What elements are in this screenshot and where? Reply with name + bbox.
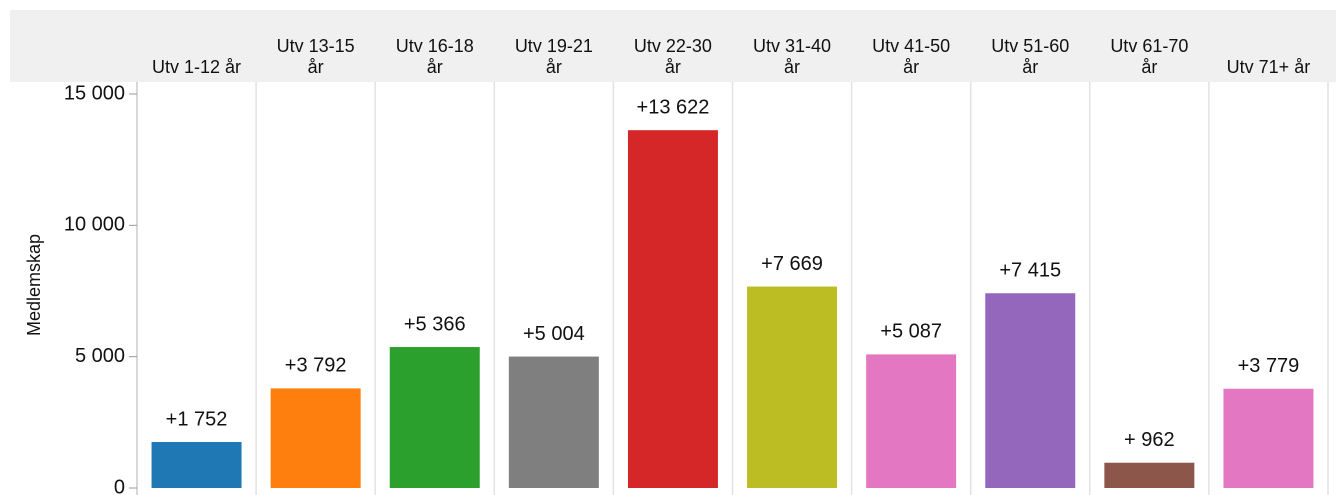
category-label: Utv 13-15 år bbox=[276, 36, 355, 77]
data-label: + 962 bbox=[1124, 429, 1175, 451]
y-tick-label: 0 bbox=[114, 476, 125, 495]
x-category-header: Utv 22-30 år bbox=[613, 10, 732, 78]
y-tick-label: 5 000 bbox=[75, 345, 125, 367]
category-label: Utv 51-60 år bbox=[991, 36, 1070, 77]
y-axis-label: Medlemskap bbox=[24, 234, 44, 336]
data-label: +13 622 bbox=[637, 96, 710, 118]
header-band bbox=[10, 10, 1336, 82]
category-label: Utv 16-18 år bbox=[395, 36, 474, 77]
bar bbox=[866, 354, 957, 488]
data-label: +3 792 bbox=[285, 355, 347, 377]
bar bbox=[747, 286, 838, 488]
bar bbox=[508, 356, 599, 488]
data-label: +5 366 bbox=[404, 313, 466, 335]
bar bbox=[151, 441, 242, 488]
data-label: +3 779 bbox=[1238, 355, 1300, 377]
bar bbox=[270, 388, 361, 488]
category-label: Utv 19-21 år bbox=[514, 36, 593, 77]
category-label: Utv 71+ år bbox=[1226, 57, 1311, 77]
data-label: +7 415 bbox=[999, 260, 1061, 282]
bar bbox=[389, 347, 480, 488]
x-category-header: Utv 51-60 år bbox=[971, 10, 1090, 78]
x-category-header: Utv 71+ år bbox=[1209, 10, 1328, 78]
data-label: +5 004 bbox=[523, 323, 585, 345]
x-category-header: Utv 19-21 år bbox=[494, 10, 613, 78]
category-label: Utv 41-50 år bbox=[872, 36, 951, 77]
x-category-header: Utv 13-15 år bbox=[256, 10, 375, 78]
category-label: Utv 61-70 år bbox=[1110, 36, 1189, 77]
x-category-header: Utv 1-12 år bbox=[137, 10, 256, 78]
data-label: +5 087 bbox=[880, 321, 942, 343]
bar bbox=[1223, 388, 1314, 488]
category-label: Utv 31-40 år bbox=[753, 36, 832, 77]
y-tick-label: 10 000 bbox=[64, 214, 125, 236]
bar bbox=[1104, 462, 1195, 488]
bar bbox=[985, 293, 1076, 488]
category-label: Utv 22-30 år bbox=[633, 36, 712, 77]
category-label: Utv 1-12 år bbox=[152, 57, 242, 77]
bar bbox=[627, 130, 718, 488]
x-category-header: Utv 41-50 år bbox=[852, 10, 971, 78]
data-label: +7 669 bbox=[761, 253, 823, 275]
x-category-header: Utv 61-70 år bbox=[1090, 10, 1209, 78]
data-label: +1 752 bbox=[166, 408, 228, 430]
y-tick-label: 15 000 bbox=[64, 82, 125, 104]
x-category-header: Utv 16-18 år bbox=[375, 10, 494, 78]
x-category-header: Utv 31-40 år bbox=[733, 10, 852, 78]
